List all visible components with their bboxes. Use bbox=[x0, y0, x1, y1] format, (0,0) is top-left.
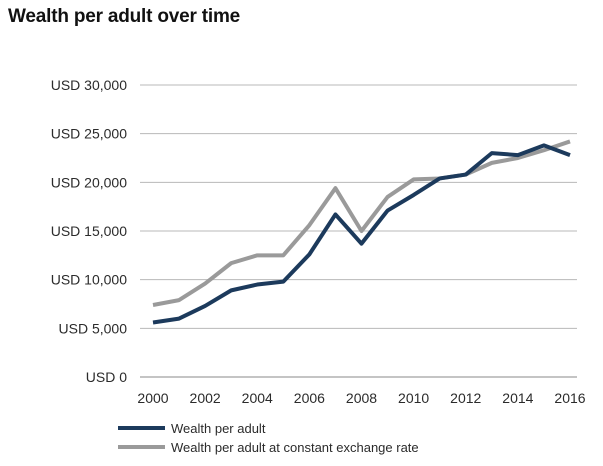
x-tick-label: 2010 bbox=[398, 390, 429, 406]
y-tick-label: USD 10,000 bbox=[51, 272, 127, 288]
x-tick-label: 2012 bbox=[450, 390, 481, 406]
x-tick-label: 2002 bbox=[190, 390, 221, 406]
chart-title: Wealth per adult over time bbox=[8, 6, 241, 27]
legend-label: Wealth per adult at constant exchange ra… bbox=[171, 440, 419, 455]
y-tick-label: USD 0 bbox=[86, 369, 127, 385]
x-tick-label: 2008 bbox=[346, 390, 377, 406]
series-lines bbox=[152, 139, 571, 325]
series-line-2 bbox=[152, 139, 571, 307]
y-axis-tick-labels: USD 0 USD 5,000 USD 10,000 USD 15,000 USD 20… bbox=[51, 77, 127, 385]
x-tick-label: 2000 bbox=[137, 390, 168, 406]
y-tick-label: USD 5,000 bbox=[59, 320, 128, 336]
x-tick-label: 2004 bbox=[242, 390, 273, 406]
series-line-1 bbox=[152, 143, 571, 325]
legend: Wealth per adult Wealth per adult at cons… bbox=[118, 421, 419, 455]
gridlines bbox=[140, 84, 577, 378]
y-tick-label: USD 15,000 bbox=[51, 223, 127, 239]
x-tick-label: 2006 bbox=[294, 390, 325, 406]
y-tick-label: USD 20,000 bbox=[51, 174, 127, 190]
x-axis-tick-labels: 2000 2002 2004 2006 2008 2010 2012 2014 2016 bbox=[137, 390, 585, 406]
y-tick-label: USD 25,000 bbox=[51, 126, 127, 142]
x-tick-label: 2016 bbox=[554, 390, 585, 406]
legend-label: Wealth per adult bbox=[171, 421, 266, 436]
x-tick-label: 2014 bbox=[502, 390, 533, 406]
y-tick-label: USD 30,000 bbox=[51, 77, 127, 93]
